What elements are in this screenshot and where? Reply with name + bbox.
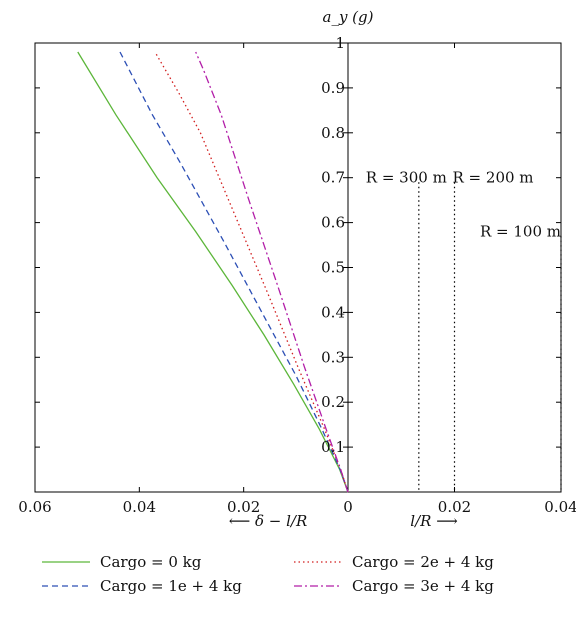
text-layer: 0.1 0.2 0.3 0.4 0.5 0.6 0.7 0.8 0.9 1 0.06 0.04 0.02… [18,8,576,530]
series-line [154,51,349,493]
y-tick-label: 0.2 [321,393,345,411]
legend-item: Cargo = 1e + 4 kg [40,577,242,595]
x-tick-label: 0.04 [544,498,576,516]
reference-line-label: R = 100 m [480,223,561,241]
x-tick-label: 0.04 [123,498,156,516]
legend-label: Cargo = 1e + 4 kg [100,577,242,595]
y-tick-label: 0.9 [321,79,345,97]
x-tick-label: 0.02 [227,498,260,516]
x-tick-label: 0.06 [18,498,51,516]
y-tick-label: 1 [335,34,345,52]
series-layer [77,51,562,493]
y-tick-label: 0.5 [321,259,345,277]
legend-item: Cargo = 3e + 4 kg [292,577,494,595]
x-tick-label: 0 [343,498,353,516]
legend-item: Cargo = 2e + 4 kg [292,553,494,571]
series-line [77,51,349,493]
y-axis-label: a_y (g) [323,8,374,26]
y-tick-label: 0.4 [321,303,345,321]
x-axis-label-right: l/R ⟶ [410,512,457,530]
legend-item: Cargo = 0 kg [40,553,201,571]
legend-swatch [42,585,90,587]
y-tick-label: 0.8 [321,124,345,142]
y-tick-label: 0.3 [321,348,345,366]
reference-line-label: R = 300 m [366,169,447,187]
legend-label: Cargo = 2e + 4 kg [352,553,494,571]
series-line [119,51,349,493]
legend-swatch [42,561,90,563]
legend-label: Cargo = 0 kg [100,553,202,571]
y-tick-label: 0.6 [321,214,345,232]
y-tick-label: 0.1 [321,438,345,456]
x-axis-label-left: ⟵ δ − l/R [229,512,308,530]
y-tick-label: 0.7 [321,169,345,187]
legend-swatch [294,585,342,587]
series-line [195,51,349,493]
x-tick-label: 0.02 [438,498,471,516]
reference-line-label: R = 200 m [453,169,534,187]
axes-layer [34,42,562,493]
legend-label: Cargo = 3e + 4 kg [352,577,494,595]
legend-swatch [294,561,342,563]
